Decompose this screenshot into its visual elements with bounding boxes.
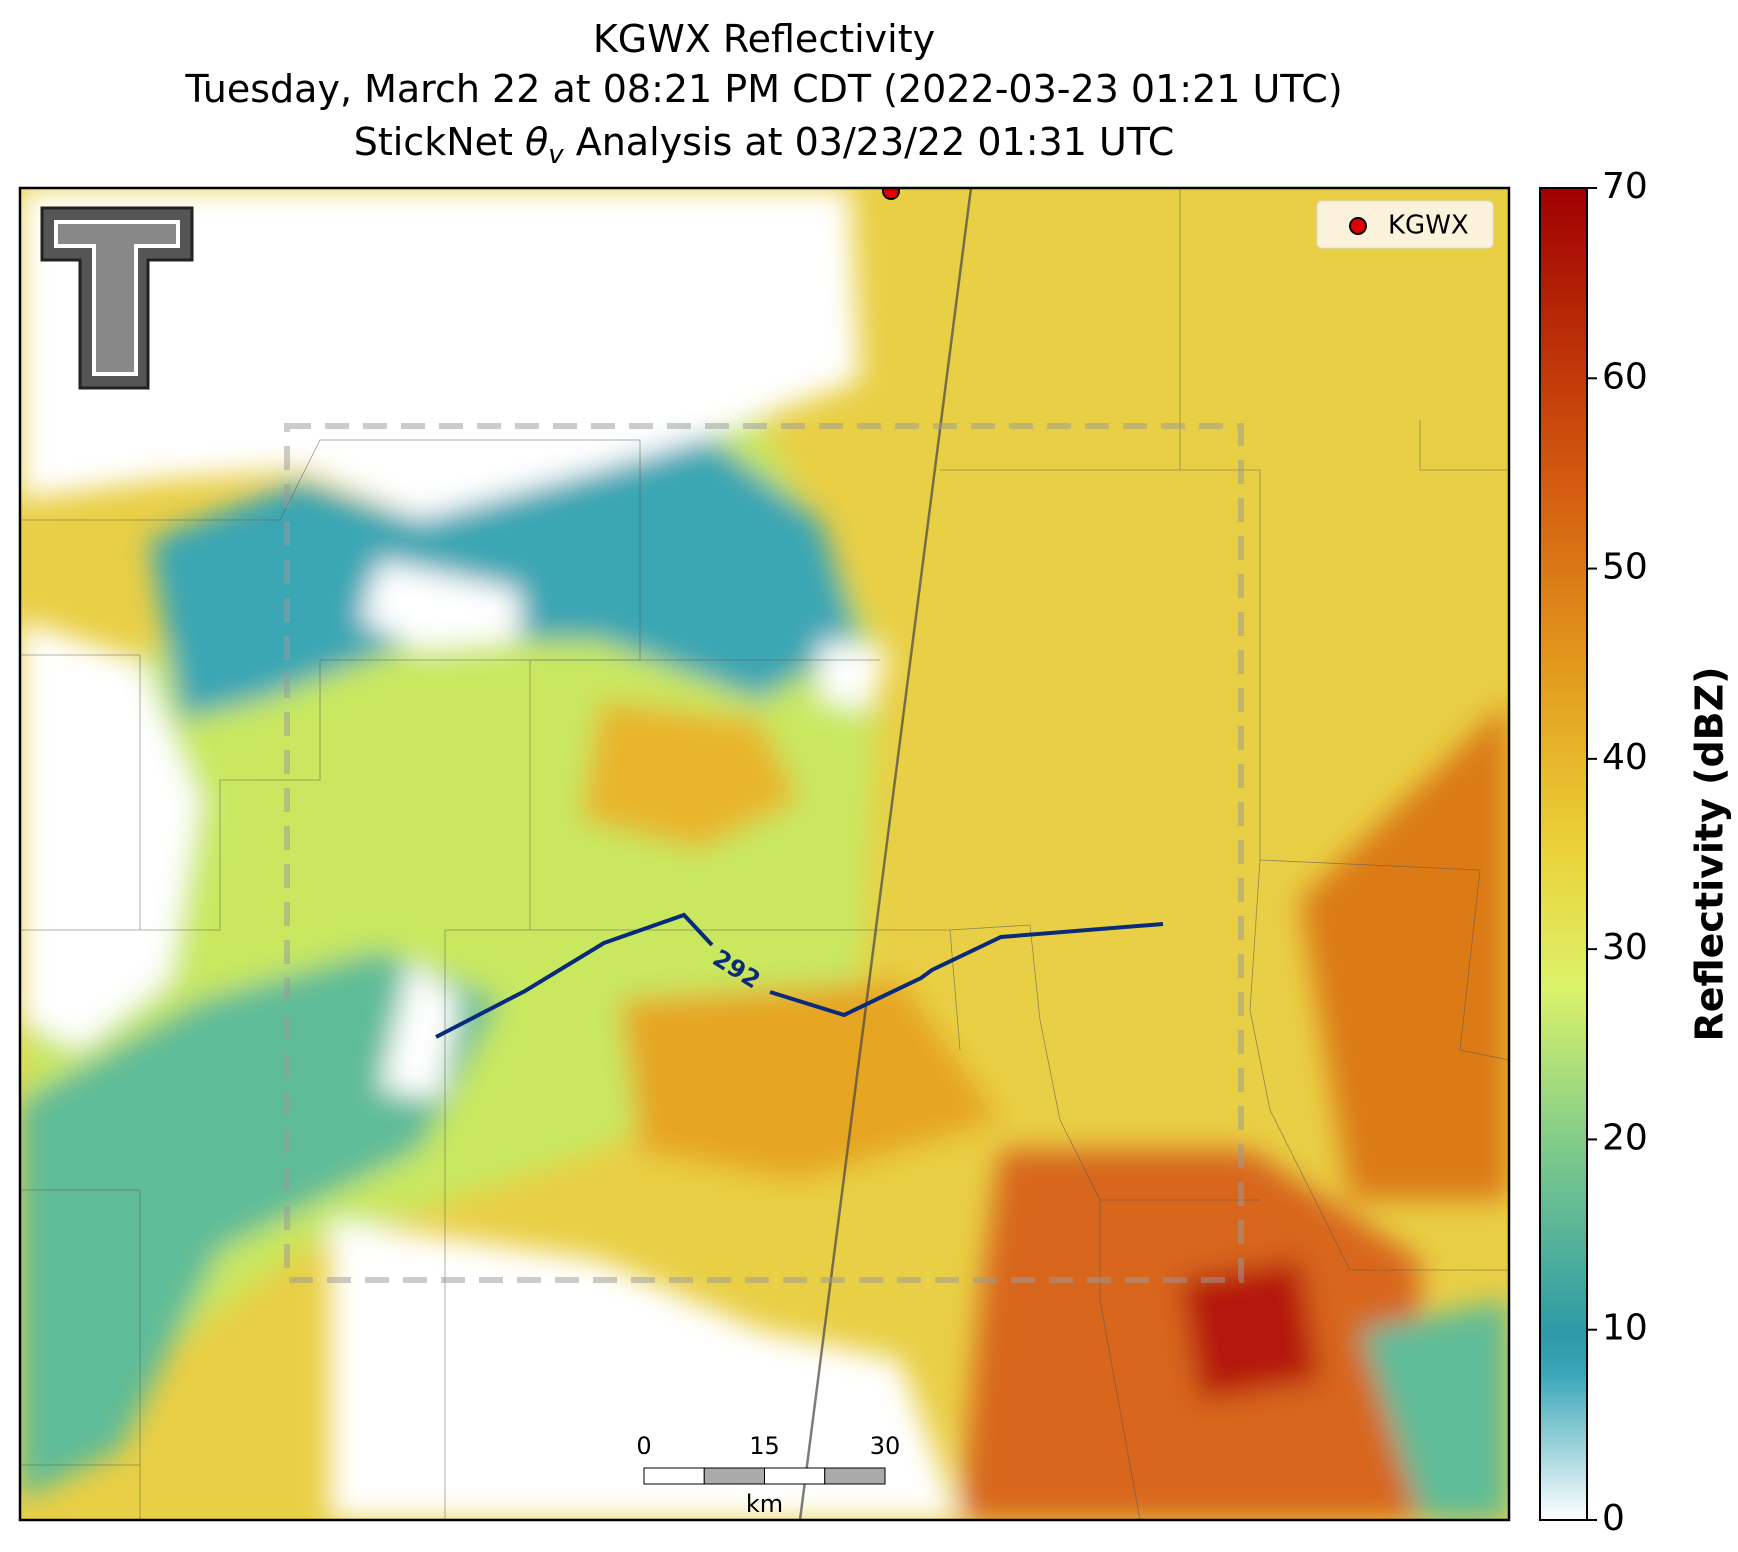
scale-label: 0 [636,1432,651,1460]
scale-bar: 0 15 30 km [636,1432,900,1518]
title: KGWX Reflectivity [593,17,935,61]
state-border [798,188,973,1520]
title: Tuesday, March 22 at 08:21 PM CDT (2022-… [184,67,1342,111]
echo-region [580,700,800,850]
colorbar-ticks: 0 10 20 30 40 50 60 70 [1587,166,1648,1539]
colorbar [1539,187,1588,1521]
county-borders [20,188,1509,1520]
tick-label: 70 [1602,166,1648,207]
tick-label: 20 [1602,1117,1648,1158]
scale-segment [764,1467,826,1485]
scale-label: 30 [870,1432,901,1460]
tick-label: 50 [1602,547,1648,588]
tick-label: 10 [1602,1308,1648,1349]
subtitle: StickNet θv Analysis at 03/23/22 01:31 U… [354,120,1175,170]
scale-unit: km [746,1490,783,1518]
tick-label: 60 [1602,356,1648,397]
scale-segment [643,1467,705,1485]
logo [40,206,194,390]
colorbar-label: Reflectivity (dBZ) [1688,666,1732,1041]
legend-box [1316,200,1494,249]
clear-region [20,188,860,520]
tick-label: 30 [1602,927,1648,968]
tick-label: 0 [1602,1498,1625,1539]
clear-region [820,640,890,710]
contour-line [435,912,1164,1039]
echo-region [620,980,1000,1180]
scale-label: 15 [749,1432,780,1460]
echo-region [150,430,860,720]
scale-segment [824,1467,886,1485]
echo-region [1360,1300,1509,1520]
radar-site [882,188,900,200]
clear-region [20,620,200,1050]
map-frame [18,186,1511,1522]
analysis-domain [284,423,1244,1283]
legend-label: KGWX [1388,211,1469,241]
echo-region [1300,700,1509,1200]
tick-label: 40 [1602,737,1648,778]
legend-marker [1349,217,1367,235]
clear-region [330,1220,960,1520]
clear-region [380,960,460,1100]
echo-region [1180,1260,1320,1400]
scale-segment [703,1467,765,1485]
clear-region [360,560,520,650]
legend: KGWX [1316,200,1494,249]
